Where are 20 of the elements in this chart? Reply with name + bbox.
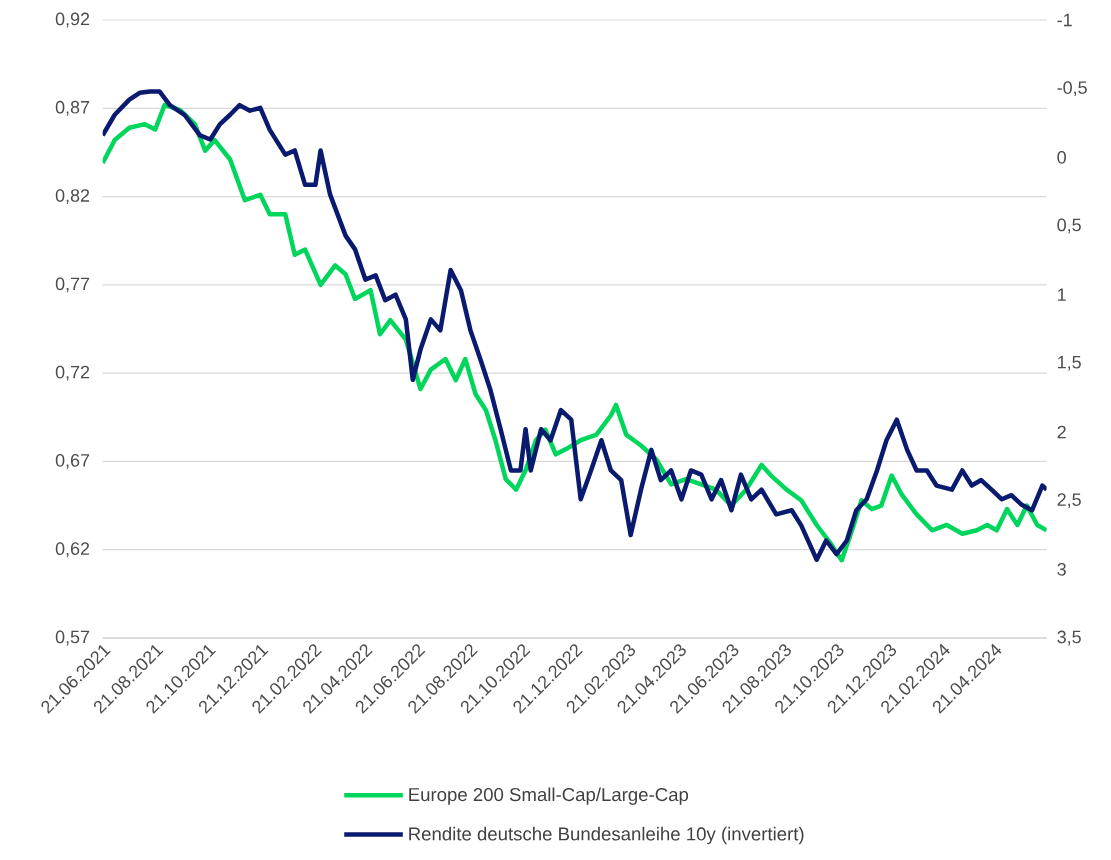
y-tick-label: 0,67 [55, 454, 90, 469]
y-tick-label: 0,82 [55, 189, 90, 204]
y-tick-label: 0,92 [55, 12, 90, 28]
legend-label: Europe 200 Small-Cap/Large-Cap [409, 787, 689, 805]
y2-tick-label: 0,5 [1057, 218, 1081, 234]
y2-tick-label: 3 [1057, 562, 1066, 576]
y-tick-label: 0,62 [55, 542, 90, 558]
y2-tick-label: 0 [1057, 150, 1066, 164]
y2-tick-label: 3,5 [1057, 630, 1081, 646]
y2-tick-label: 1,5 [1058, 356, 1081, 371]
y2-tick-label: 2 [1057, 425, 1066, 439]
y2-tick-label: 1 [1058, 288, 1066, 301]
legend-label: Rendite deutsche Bundesanleihe 10y (invertiert) [409, 826, 804, 845]
y2-tick-label: 2,5 [1057, 493, 1081, 509]
y2-tick-label: -0,5 [1057, 81, 1087, 97]
y-tick-label: 0,77 [55, 277, 90, 293]
y-tick-label: 0,87 [55, 100, 90, 116]
y-tick-label: 0,57 [55, 630, 90, 646]
y-tick-label: 0,72 [55, 365, 90, 381]
y2-tick-label: -1 [1057, 13, 1072, 27]
